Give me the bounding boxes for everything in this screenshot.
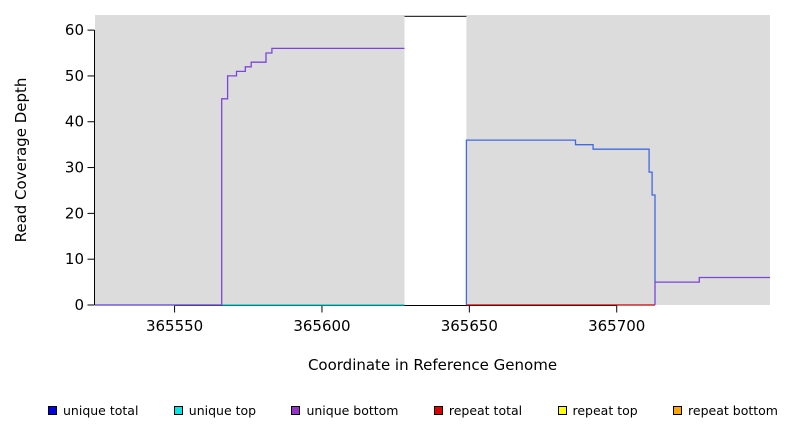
covered-region-left bbox=[95, 15, 405, 305]
y-tick-label: 40 bbox=[65, 113, 84, 131]
legend-swatch-unique-total bbox=[48, 405, 57, 415]
y-tick-label: 20 bbox=[65, 204, 84, 222]
y-axis-title: Read Coverage Depth bbox=[12, 77, 30, 243]
x-tick-label: 365650 bbox=[441, 317, 498, 335]
legend-label: repeat top bbox=[572, 402, 638, 418]
coverage-chart: 0 10 20 30 40 50 60 365550 365600 365650 365700 bbox=[65, 15, 770, 335]
legend-swatch-repeat-total bbox=[433, 405, 443, 415]
x-axis-title: Coordinate in Reference Genome bbox=[307, 356, 558, 374]
y-tick-label: 30 bbox=[65, 159, 84, 177]
legend-label: unique bottom bbox=[306, 402, 399, 418]
x-tick-label: 365550 bbox=[146, 317, 203, 335]
legend-swatch-unique-top bbox=[173, 405, 183, 415]
y-tick-label: 0 bbox=[74, 296, 84, 314]
y-tick-label: 60 bbox=[65, 21, 84, 39]
legend-item-repeat-top: repeat top bbox=[557, 402, 638, 418]
legend-item-repeat-total: repeat total bbox=[433, 402, 523, 418]
covered-region-right bbox=[466, 15, 770, 305]
legend-label: repeat bottom bbox=[688, 402, 778, 418]
legend-item-repeat-bottom: repeat bottom bbox=[673, 403, 778, 418]
legend-swatch-repeat-top bbox=[557, 405, 567, 415]
x-tick-label: 365600 bbox=[293, 317, 350, 335]
legend-item-unique-top: unique top bbox=[173, 402, 257, 418]
legend: unique total unique top unique bottom re… bbox=[0, 399, 792, 421]
legend-item-unique-total: unique total bbox=[48, 403, 138, 418]
series-unique-total-right-block bbox=[465, 139, 656, 305]
legend-label: repeat total bbox=[448, 402, 523, 418]
legend-swatch-unique-bottom bbox=[291, 405, 301, 415]
x-tick-label: 365700 bbox=[588, 317, 645, 335]
legend-item-unique-bottom: unique bottom bbox=[291, 402, 399, 418]
series-unique-bottom-right-tail bbox=[654, 276, 770, 305]
y-tick-label: 50 bbox=[65, 67, 84, 85]
legend-label: unique top bbox=[188, 402, 257, 418]
legend-label: unique total bbox=[63, 402, 139, 418]
series-unique-bottom-left-block bbox=[95, 47, 405, 306]
legend-swatch-repeat-bottom bbox=[673, 405, 683, 415]
y-tick-label: 10 bbox=[65, 250, 84, 268]
